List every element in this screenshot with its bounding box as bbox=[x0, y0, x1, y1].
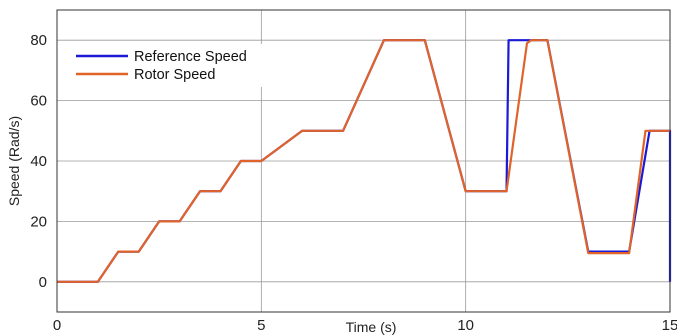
y-axis-label: Speed (Rad/s) bbox=[6, 116, 22, 206]
legend: Reference Speed Rotor Speed bbox=[63, 44, 278, 87]
x-tick-label: 15 bbox=[662, 317, 677, 334]
series-line-rotor-speed bbox=[57, 39, 670, 283]
series-layer bbox=[57, 39, 672, 283]
y-tick-label: 40 bbox=[30, 153, 47, 170]
tick-labels: 0 5 10 15 0 20 40 60 80 bbox=[30, 32, 677, 334]
legend-box bbox=[63, 44, 278, 87]
y-tick-label: 80 bbox=[30, 32, 47, 49]
y-tick-label: 20 bbox=[30, 213, 47, 230]
y-tick-label: 60 bbox=[30, 93, 47, 110]
plot-frame bbox=[56, 9, 671, 313]
x-tick-label: 5 bbox=[257, 317, 265, 334]
x-axis-label: Time (s) bbox=[346, 319, 397, 335]
legend-label: Rotor Speed bbox=[134, 67, 215, 83]
y-tick-label: 0 bbox=[39, 274, 47, 291]
x-tick-label: 10 bbox=[457, 317, 474, 334]
x-tick-label: 0 bbox=[53, 317, 61, 334]
legend-label: Reference Speed bbox=[134, 49, 247, 65]
